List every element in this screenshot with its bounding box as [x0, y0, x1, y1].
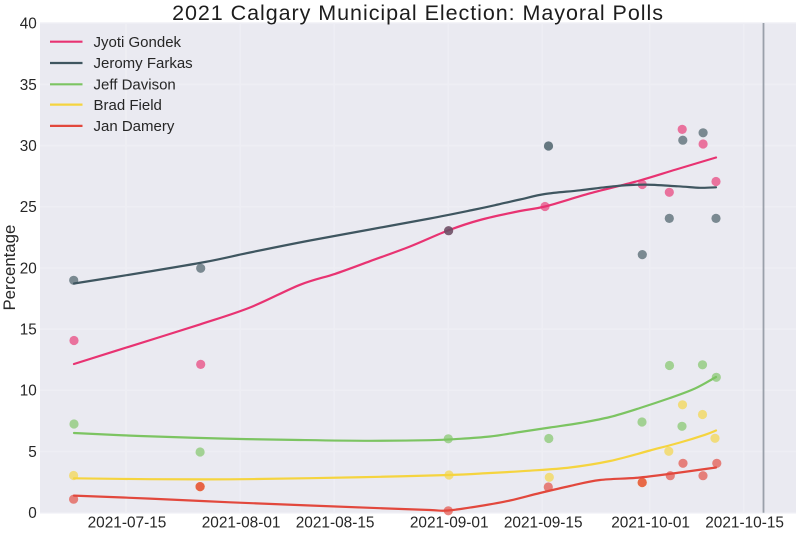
- svg-text:2021-09-01: 2021-09-01: [410, 515, 489, 532]
- svg-text:Percentage: Percentage: [0, 225, 19, 311]
- svg-text:25: 25: [20, 199, 37, 216]
- svg-text:Jeromy Farkas: Jeromy Farkas: [94, 55, 193, 72]
- svg-text:20: 20: [20, 260, 37, 277]
- svg-text:2021-09-15: 2021-09-15: [504, 515, 583, 532]
- svg-text:30: 30: [20, 138, 37, 155]
- svg-text:5: 5: [28, 444, 37, 461]
- svg-text:Jeff Davison: Jeff Davison: [94, 77, 176, 94]
- svg-text:Brad Field: Brad Field: [94, 97, 162, 114]
- svg-text:Jan Damery: Jan Damery: [94, 118, 175, 135]
- svg-text:2021-10-15: 2021-10-15: [705, 515, 784, 532]
- svg-text:2021-08-01: 2021-08-01: [202, 515, 281, 532]
- svg-text:35: 35: [20, 77, 37, 94]
- svg-text:2021 Calgary Municipal Electio: 2021 Calgary Municipal Election: Mayoral…: [172, 1, 664, 25]
- svg-text:2021-10-01: 2021-10-01: [611, 515, 690, 532]
- svg-text:2021-07-15: 2021-07-15: [88, 515, 167, 532]
- svg-text:0: 0: [28, 505, 37, 522]
- svg-text:2021-08-15: 2021-08-15: [296, 515, 375, 532]
- svg-text:Jyoti Gondek: Jyoti Gondek: [94, 34, 182, 51]
- svg-text:15: 15: [20, 322, 37, 339]
- svg-text:40: 40: [20, 16, 37, 33]
- svg-text:10: 10: [20, 383, 37, 400]
